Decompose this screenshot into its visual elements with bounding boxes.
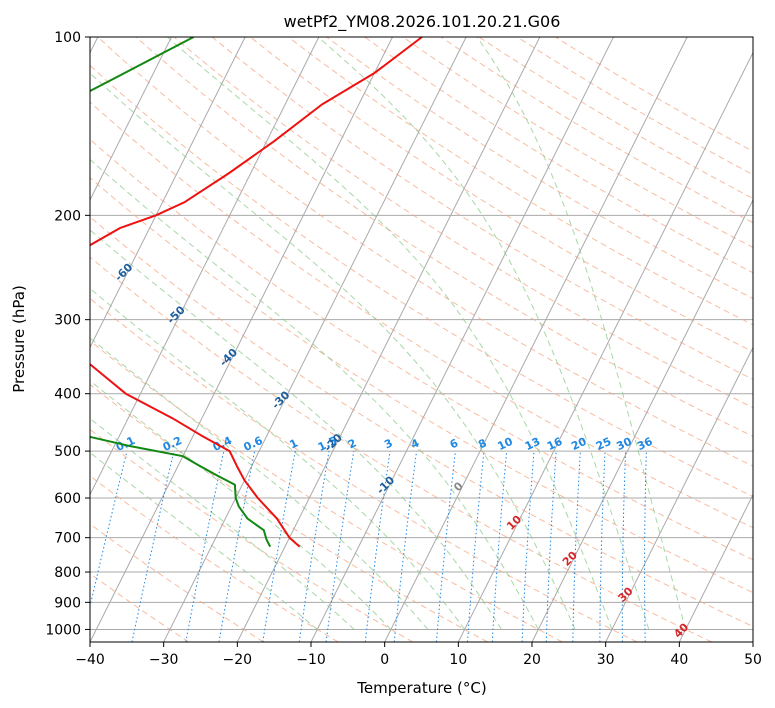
moist-adiabat-line xyxy=(90,158,539,630)
moist-adiabat-line xyxy=(476,37,687,630)
y-tick-label: 100 xyxy=(54,30,81,46)
x-tick-label: 20 xyxy=(523,652,541,668)
x-tick-label: 0 xyxy=(380,652,389,668)
mixing-ratio-line xyxy=(599,451,606,642)
dewpoint-profile-line xyxy=(90,37,272,548)
mixing-ratio-line xyxy=(364,451,391,642)
y-tick-label: 900 xyxy=(54,595,81,611)
x-tick-label: 10 xyxy=(449,652,467,668)
isotherm-line xyxy=(678,493,753,642)
mixing-ratio-label: 30 xyxy=(614,435,634,453)
isotherm-line xyxy=(236,37,541,642)
moist-adiabat-line xyxy=(90,229,502,630)
y-tick-label: 300 xyxy=(54,313,81,329)
isotherm-line xyxy=(457,51,753,642)
dry-adiabat-line xyxy=(249,37,753,353)
x-tick-label: −10 xyxy=(296,652,326,668)
dry-adiabat-line xyxy=(90,138,753,561)
isotherm-line xyxy=(531,198,753,642)
y-axis-label: Pressure (hPa) xyxy=(10,285,28,393)
dry-adiabat-line xyxy=(90,523,264,642)
moist-adiabat-line xyxy=(166,37,613,630)
isotherm-line xyxy=(605,346,753,642)
y-tick-label: 500 xyxy=(54,444,81,460)
mixing-ratio-line xyxy=(262,451,296,642)
moist-adiabat-line xyxy=(90,417,355,630)
x-tick-label: −30 xyxy=(149,652,179,668)
mixing-ratio-label: 13 xyxy=(523,435,542,453)
isotherm-line xyxy=(752,640,753,642)
isotherm-label: -80 xyxy=(7,175,30,198)
dry-adiabat-line xyxy=(90,383,488,642)
plot-frame xyxy=(89,36,754,643)
mixing-ratio-line xyxy=(393,451,418,642)
x-tick-label: 40 xyxy=(670,652,688,668)
isotherm-line xyxy=(163,37,467,642)
mixing-ratio-label: 20 xyxy=(569,435,589,453)
mixing-ratio-label: 36 xyxy=(635,435,655,453)
background-lines xyxy=(90,37,753,642)
dry-adiabat-line xyxy=(90,177,753,594)
dry-adiabat-line xyxy=(326,37,753,300)
y-tick-label: 700 xyxy=(54,531,81,547)
mixing-ratio-line xyxy=(298,451,330,642)
dry-adiabat-line xyxy=(90,216,753,628)
mixing-ratio-line xyxy=(325,451,355,642)
dry-adiabat-line xyxy=(364,37,753,274)
isotherm-line xyxy=(384,37,688,642)
isotherm-line xyxy=(90,37,320,496)
mixing-ratio-line xyxy=(621,451,627,642)
mixing-ratio-label: 4 xyxy=(409,436,422,451)
mixing-ratio-line xyxy=(218,451,256,642)
y-tick-label: 400 xyxy=(54,387,81,403)
dry-adiabat-line xyxy=(97,37,753,467)
x-tick-label: 30 xyxy=(597,652,615,668)
mixing-ratio-line xyxy=(545,451,557,642)
isotherm-line xyxy=(90,37,393,642)
dry-adiabat-line xyxy=(135,37,753,438)
chart-title: wetPf2_YM08.2026.101.20.21.G06 xyxy=(284,12,561,32)
y-axis-ticks: 100 200 300 400 500 600 700 800 900 1000 xyxy=(45,30,90,638)
isotherm-line xyxy=(310,37,614,642)
dry-adiabat-line xyxy=(402,37,753,249)
mixing-ratio-label: 1 xyxy=(288,436,300,451)
x-axis-ticks: −40 −30 −20 −10 0 10 20 30 40 50 xyxy=(75,642,762,668)
isotherm-line xyxy=(90,37,246,349)
line-labels: 0.10.20.40.611.52346810131620253036-100-… xyxy=(7,175,691,641)
mixing-ratio-line xyxy=(185,450,225,642)
dry-adiabat-line xyxy=(478,37,753,199)
mixing-ratio-line xyxy=(491,451,508,642)
dry-adiabat-line xyxy=(211,37,753,380)
dry-adiabat-line xyxy=(440,37,753,224)
dry-adiabat-line xyxy=(90,340,563,642)
y-tick-label: 800 xyxy=(54,565,81,581)
dry-adiabat-line xyxy=(555,37,753,152)
moist-adiabat-line xyxy=(90,72,576,630)
mixing-ratio-label: 25 xyxy=(594,435,613,453)
profile-lines xyxy=(90,37,423,548)
dry-adiabat-line xyxy=(90,475,339,642)
dry-adiabat-line xyxy=(173,37,753,409)
isotherm-line xyxy=(90,37,172,202)
x-axis-label: Temperature (°C) xyxy=(356,679,486,697)
x-tick-label: −20 xyxy=(223,652,253,668)
mixing-ratio-label: 10 xyxy=(496,435,516,453)
dry-adiabat-line xyxy=(90,428,414,642)
x-tick-label: 50 xyxy=(744,652,762,668)
mixing-ratio-label: 16 xyxy=(545,435,565,453)
y-tick-label: 200 xyxy=(54,208,81,224)
mixing-ratio-line xyxy=(131,450,175,642)
y-tick-label: 600 xyxy=(54,491,81,507)
x-tick-label: −40 xyxy=(75,652,105,668)
dry-adiabat-line xyxy=(90,297,638,642)
moist-adiabat-line xyxy=(317,37,650,630)
mixing-ratio-label: 3 xyxy=(382,436,394,451)
y-tick-label: 1000 xyxy=(45,622,81,638)
dry-adiabat-line xyxy=(90,101,753,529)
temperature-profile-line xyxy=(90,37,423,548)
dry-adiabat-line xyxy=(90,256,712,642)
dry-adiabat-line xyxy=(516,37,753,176)
